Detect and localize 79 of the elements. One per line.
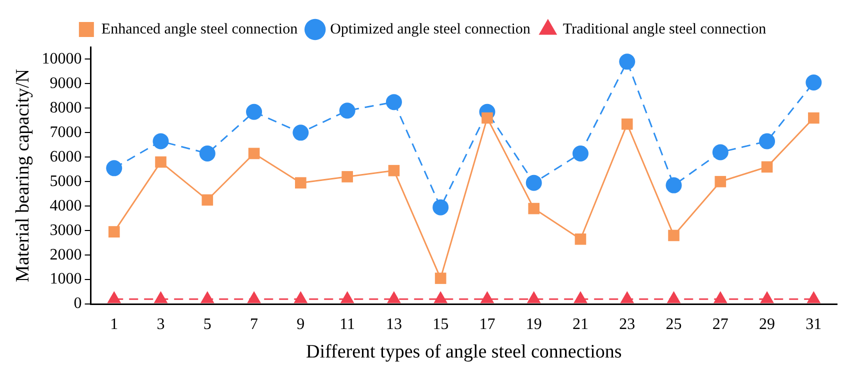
x-axis-title: Different types of angle steel connections — [306, 342, 622, 363]
point — [806, 291, 821, 304]
point — [572, 145, 588, 162]
point — [808, 112, 820, 124]
point — [574, 233, 586, 245]
x-tick-label: 3 — [156, 316, 165, 333]
point — [668, 230, 680, 242]
point — [386, 94, 402, 110]
x-tick-label: 27 — [712, 316, 728, 333]
x-tick-label: 21 — [572, 316, 588, 333]
point — [339, 102, 356, 119]
point — [388, 164, 400, 176]
point — [292, 124, 309, 141]
x-tick-label: 7 — [250, 316, 258, 333]
point — [434, 272, 446, 284]
point — [620, 291, 634, 304]
y-tick-label: 5000 — [50, 172, 82, 190]
point — [340, 291, 354, 304]
y-tick-label: 1000 — [50, 270, 82, 288]
point — [247, 291, 261, 304]
point — [574, 291, 588, 304]
x-tick-label: 25 — [666, 316, 682, 333]
y-tick-label: 7000 — [50, 124, 82, 141]
point — [294, 291, 308, 304]
point — [713, 291, 728, 304]
point — [432, 199, 449, 216]
point — [434, 291, 448, 304]
legend-label: Optimized angle steel connection — [330, 21, 531, 38]
point — [154, 291, 168, 304]
point — [714, 176, 726, 188]
point — [619, 54, 636, 70]
point — [760, 291, 774, 304]
point — [806, 74, 822, 90]
point — [248, 148, 260, 160]
point — [528, 202, 540, 214]
point — [761, 161, 773, 173]
point — [200, 291, 214, 304]
x-tick-label: 13 — [386, 316, 402, 333]
y-tick-label: 2000 — [50, 246, 82, 264]
legend-label: Enhanced angle steel connection — [101, 21, 298, 38]
point — [621, 118, 633, 130]
y-tick-label: 10000 — [42, 50, 82, 68]
point — [155, 156, 166, 168]
point — [246, 104, 262, 120]
y-tick-label: 6000 — [50, 148, 82, 166]
x-tick-label: 11 — [340, 316, 356, 333]
y-tick-label: 3000 — [50, 222, 82, 239]
x-tick-label: 17 — [479, 316, 496, 333]
point — [295, 177, 306, 188]
point — [107, 291, 122, 304]
point — [342, 171, 353, 182]
point — [482, 112, 493, 124]
point — [387, 291, 401, 304]
point — [666, 177, 682, 194]
legend-label: Traditional angle steel connection — [562, 21, 767, 38]
y-tick-label: 4000 — [50, 197, 82, 214]
point — [526, 174, 542, 191]
point — [666, 291, 681, 304]
x-tick-label: 29 — [759, 316, 776, 333]
x-tick-label: 9 — [296, 316, 305, 333]
point — [108, 226, 120, 238]
x-tick-label: 23 — [619, 316, 636, 333]
point — [759, 133, 776, 150]
point — [106, 160, 122, 176]
point — [712, 144, 728, 160]
x-tick-label: 1 — [110, 316, 118, 333]
x-tick-label: 31 — [806, 316, 822, 333]
x-tick-label: 5 — [203, 316, 212, 333]
x-tick-label: 19 — [526, 316, 542, 333]
point — [526, 291, 541, 304]
point — [202, 194, 214, 206]
point — [480, 291, 494, 304]
point — [199, 145, 216, 162]
y-tick-label: 0 — [74, 295, 82, 312]
y-tick-label: 9000 — [50, 74, 82, 92]
point — [152, 133, 169, 150]
y-tick-label: 8000 — [50, 99, 82, 116]
x-tick-label: 15 — [432, 316, 449, 333]
y-axis-title: Material bearing capacity/N — [12, 68, 34, 282]
